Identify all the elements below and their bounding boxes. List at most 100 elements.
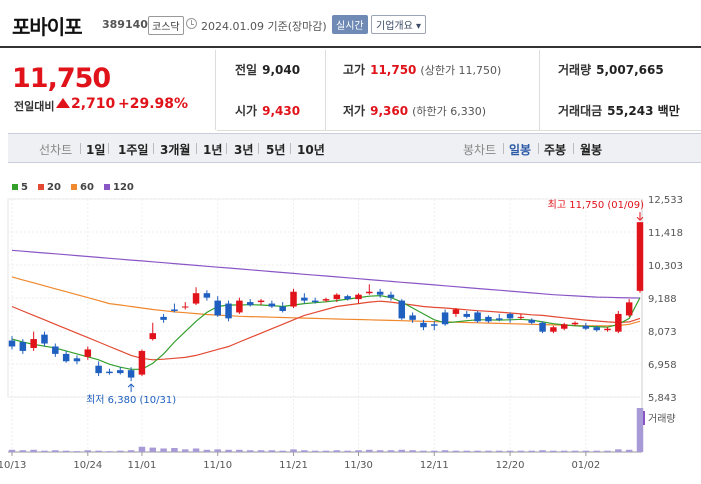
max-arrow-head (636, 216, 644, 221)
volume-bar (19, 450, 27, 452)
candle-body (636, 222, 644, 291)
prev-change-label: 전일대비 (14, 100, 55, 113)
company-info-dropdown[interactable]: 기업개요 ▾ (371, 15, 426, 34)
y-tick-label: 11,418 (648, 228, 683, 239)
volume-bar (625, 449, 633, 452)
candle-body (192, 293, 200, 304)
candle-body (8, 340, 16, 347)
candle-body (420, 322, 427, 328)
candle-body (474, 312, 481, 322)
candle-body (95, 365, 102, 374)
period-10y[interactable]: 10년 (297, 143, 325, 157)
date-label: 2024.01.09 기준(장마감) (201, 20, 327, 33)
candle-body (62, 353, 70, 362)
legend-label: 5 (21, 182, 28, 193)
volume-bar (463, 450, 471, 452)
candle-weekly[interactable]: 주봉 (544, 143, 567, 157)
candle-body (604, 328, 611, 331)
stock-header: 포바이포 389140 코스닥 2024.01.09 기준(장마감) 실시간 기… (0, 0, 701, 48)
volume-bar (528, 450, 535, 452)
volume-bar (225, 449, 232, 452)
period-1y[interactable]: 1년 (203, 143, 223, 157)
current-price: 11,750 (12, 63, 111, 94)
volume-bar (41, 450, 48, 452)
volume-bar (452, 450, 460, 452)
period-1w[interactable]: 1주일 (118, 143, 149, 157)
volume-bar (431, 450, 438, 452)
volume-bar (30, 449, 37, 452)
market-badge: 코스닥 (148, 16, 184, 35)
candlestick-chart[interactable]: 12,533 11,418 10,303 9,188 8,073 6,958 5,843 10… (0, 175, 701, 484)
realtime-button[interactable]: 실시간 (332, 15, 368, 34)
legend-swatch (38, 184, 44, 190)
volume-bar (160, 448, 167, 452)
period-3y[interactable]: 3년 (234, 143, 254, 157)
up-arrow-icon (56, 98, 70, 108)
period-5y[interactable]: 5년 (266, 143, 286, 157)
volume-bar (52, 450, 59, 452)
volume-bar (8, 449, 16, 452)
volume-bar (268, 450, 276, 452)
candle-body (257, 300, 265, 303)
volume-bar (117, 450, 124, 452)
legend-label: 60 (80, 182, 94, 193)
candle-body (366, 291, 373, 294)
volume-bar (387, 450, 395, 452)
x-tick-label: 11/10 (203, 460, 232, 471)
stats-grid: 전일 9,040 고가 11,750 (상한가 11,750) 거래량 5,007,66… (217, 50, 701, 130)
y-tick-label: 6,958 (648, 360, 677, 371)
volume-bar (84, 450, 92, 452)
period-1d[interactable]: 1일 (86, 143, 106, 157)
candle-body (495, 318, 503, 320)
volume-bar (95, 450, 102, 452)
volume-bar (279, 450, 286, 452)
low-price: 저가 9,360 (하한가 6,330) (343, 104, 486, 118)
volume-bar (138, 446, 146, 452)
candle-body (311, 300, 319, 303)
candle-body (214, 300, 221, 316)
volume-bar (106, 451, 113, 452)
volume-bar (355, 450, 362, 452)
candle-body (301, 297, 308, 301)
y-tick-label: 12,533 (648, 195, 683, 206)
candle-body (279, 306, 286, 311)
candle-monthly[interactable]: 월봉 (580, 143, 603, 157)
candle-body (73, 358, 81, 362)
x-tick-label: 11/30 (344, 460, 373, 471)
candle-body (625, 302, 633, 316)
candle-body (181, 306, 189, 308)
candle-daily[interactable]: 일봉 (509, 143, 532, 157)
volume: 거래량 5,007,665 (558, 63, 664, 77)
volume-bar (344, 450, 351, 452)
y-tick-label: 9,188 (648, 294, 677, 305)
volume-bar (615, 449, 622, 452)
candle-body (268, 303, 276, 307)
volume-bar (376, 450, 384, 452)
min-arrow-head (127, 383, 135, 388)
volume-bar (171, 448, 178, 452)
x-tick-label: 12/11 (420, 460, 449, 471)
candle-body (550, 327, 557, 332)
candle-body (106, 371, 113, 374)
candle-body (160, 316, 167, 320)
candle-body (409, 315, 416, 320)
volume-bar (539, 450, 546, 452)
period-bar: 선차트 1일 1주일 3개월 1년 3년 5년 10년 봉차트 일봉 주봉 월봉 (8, 133, 701, 163)
open-price: 시가 9,430 (235, 104, 301, 118)
volume-bar (495, 450, 503, 452)
volume-bar (333, 450, 341, 452)
volume-bar (636, 408, 644, 452)
volume-bar (593, 450, 600, 452)
x-tick-label: 10/13 (0, 460, 26, 471)
legend-swatch (71, 184, 77, 190)
candle-body (452, 309, 460, 314)
trade-amount: 거래대금 55,243 백만 (558, 104, 680, 118)
candle-body (127, 370, 135, 378)
candle-body (355, 294, 362, 300)
volume-bar (290, 449, 297, 452)
candle-body (398, 300, 406, 319)
candle-body (117, 370, 124, 374)
candle-body (149, 333, 157, 340)
legend-swatch (104, 184, 110, 190)
period-3m[interactable]: 3개월 (160, 143, 191, 157)
